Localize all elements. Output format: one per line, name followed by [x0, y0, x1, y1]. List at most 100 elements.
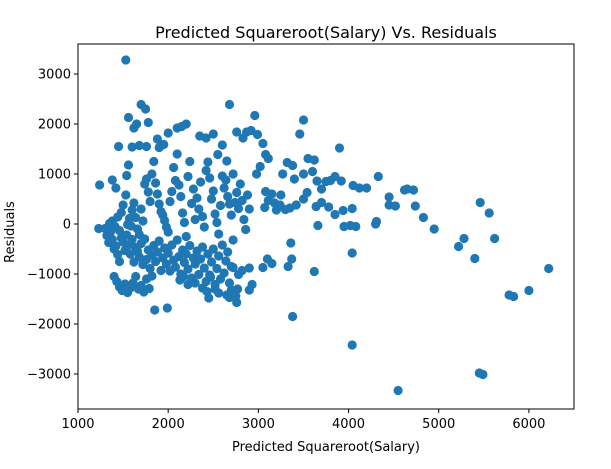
scatter-point — [233, 203, 244, 214]
scatter-point — [95, 180, 105, 190]
scatter-point — [221, 175, 231, 185]
scatter-point — [181, 249, 191, 259]
scatter-point — [138, 216, 148, 226]
scatter-point — [185, 156, 195, 167]
scatter-point — [255, 161, 265, 172]
y-tick-label: −1000 — [27, 268, 71, 283]
chart-title: Predicted Squareroot(Salary) Vs. Residua… — [155, 23, 497, 42]
scatter-point — [362, 183, 372, 193]
scatter-point — [178, 271, 189, 282]
plot-area-frame — [77, 43, 575, 410]
scatter-point — [170, 262, 180, 272]
scatter-point — [210, 284, 220, 294]
scatter-point — [408, 185, 419, 195]
y-tick-label: 2000 — [38, 118, 71, 133]
scatter-point — [242, 190, 253, 200]
scatter-point — [199, 263, 209, 273]
scatter-point — [123, 112, 134, 123]
scatter-point — [252, 169, 262, 179]
plot-area-background — [78, 44, 574, 409]
scatter-point — [231, 291, 241, 301]
scatter-point — [224, 278, 235, 288]
scatter-point — [183, 171, 193, 182]
scatter-point — [287, 254, 297, 264]
scatter-point — [141, 104, 151, 114]
scatter-point — [172, 235, 182, 245]
scatter-point — [113, 249, 123, 260]
scatter-point — [156, 265, 166, 276]
scatter-point — [114, 141, 124, 152]
scatter-point — [298, 115, 309, 125]
scatter-point — [316, 197, 327, 208]
scatter-point — [330, 209, 340, 220]
scatter-point — [286, 238, 296, 248]
scatter-point — [202, 286, 212, 297]
scatter-point — [134, 140, 144, 151]
scatter-point — [258, 262, 268, 273]
x-tick-label: 1000 — [61, 417, 94, 432]
scatter-point — [260, 202, 270, 213]
scatter-point — [244, 263, 254, 273]
scatter-point — [144, 283, 154, 294]
scatter-point — [371, 219, 381, 229]
scatter-point — [181, 119, 191, 129]
y-tick-label: −3000 — [27, 368, 71, 383]
scatter-point — [111, 183, 121, 193]
scatter-point — [143, 117, 153, 128]
scatter-point — [194, 269, 204, 280]
x-axis: 1000 2000 3000 4000 5000 6000 — [61, 409, 545, 432]
scatter-point — [127, 234, 137, 245]
scatter-point — [302, 187, 312, 198]
scatter-point — [478, 369, 488, 380]
x-tick-label: 6000 — [512, 417, 545, 432]
scatter-point — [393, 385, 403, 396]
y-tick-label: 3000 — [38, 68, 71, 83]
scatter-point — [226, 261, 236, 272]
scatter-point — [213, 149, 223, 160]
scatter-point — [199, 222, 209, 232]
scatter-point — [123, 160, 134, 170]
scatter-point — [459, 233, 469, 244]
scatter-point — [201, 165, 211, 176]
scatter-point — [295, 129, 305, 139]
scatter-point — [116, 207, 126, 218]
scatter-point — [288, 311, 298, 322]
scatter-point — [289, 174, 299, 184]
scatter-point — [127, 142, 137, 152]
scatter-point — [150, 305, 160, 315]
scatter-point — [228, 235, 238, 245]
scatter-point — [219, 268, 229, 278]
scatter-point — [334, 143, 345, 153]
scatter-points — [94, 55, 554, 396]
y-tick-label: −2000 — [27, 318, 71, 333]
scatter-point — [121, 190, 131, 200]
scatter-point — [351, 221, 361, 232]
scatter-point — [429, 224, 439, 234]
scatter-point — [258, 138, 268, 149]
scatter-point — [125, 249, 135, 259]
scatter-point — [194, 204, 204, 214]
scatter-point — [252, 129, 263, 140]
scatter-point — [276, 190, 286, 200]
scatter-point — [122, 170, 132, 181]
scatter-point — [210, 209, 220, 219]
scatter-point — [114, 225, 125, 236]
scatter-point — [151, 256, 161, 267]
scatter-point — [154, 142, 164, 153]
scatter-point — [163, 227, 173, 237]
scatter-point — [508, 291, 519, 302]
scatter-point — [215, 200, 226, 211]
scatter-point — [384, 200, 394, 210]
scatter-point — [178, 208, 188, 218]
scatter-point — [241, 224, 251, 235]
scatter-point — [224, 99, 235, 110]
scatter-point — [197, 242, 208, 252]
scatter-point — [212, 217, 222, 228]
scatter-point — [267, 189, 277, 199]
scatter-point — [152, 247, 162, 257]
scatter-point — [384, 192, 394, 202]
scatter-point — [206, 257, 217, 267]
scatter-point — [373, 171, 383, 182]
scatter-point — [183, 279, 193, 290]
scatter-point — [196, 177, 206, 187]
